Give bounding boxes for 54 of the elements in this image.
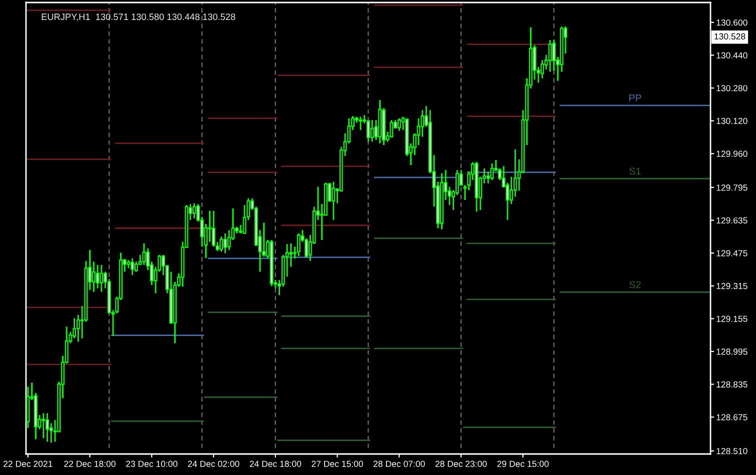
candlestick [289,242,293,268]
candlestick [46,412,49,442]
candlestick [208,210,212,242]
candlestick [42,412,46,439]
x-tick-label: 28 Dec 23:00 [435,460,487,467]
y-tick-label: 130.600 [716,19,748,26]
candlestick [134,260,138,272]
candlestick [72,318,76,340]
candlestick [142,242,146,266]
series-label: PP [629,94,642,102]
candlestick [370,119,374,142]
candlestick [486,170,490,184]
candlestick [92,260,96,293]
series-label: S1 [630,168,641,175]
candlestick [548,39,552,72]
text: EURJPY,H1 130.571 130.580 130.448 130.528 [42,14,236,22]
candlestick [192,202,196,220]
candlestick [332,181,336,221]
y-tick-label: 130.120 [716,118,748,124]
y-tick-label: 130.440 [716,52,748,58]
candlestick [490,162,494,181]
y-tick-label: 128.995 [716,348,748,355]
y-tick-label: 129.475 [716,250,748,256]
y-tick-label: 128.675 [716,414,748,420]
x-tick-label: 24 Dec 02:00 [188,460,240,467]
candlestick [296,232,300,257]
candlestick [390,119,394,138]
y-tick-label: 129.635 [716,217,748,224]
x-tick-label: 28 Dec 07:00 [374,460,425,467]
candlestick [96,264,100,290]
x-tick-label: 22 Dec 18:00 [64,460,116,467]
x-tick-label: 29 Dec 15:00 [497,460,549,467]
candlestick [212,210,216,248]
candlestick [130,258,134,276]
series-label: S2 [630,281,641,288]
y-tick-label: 129.960 [716,150,748,157]
candlestick [220,236,224,252]
candlestick [223,232,227,254]
annotation: 130.528 [714,33,746,40]
y-tick-label: 128.835 [716,381,748,388]
y-tick-label: 128.510 [716,448,748,454]
candlestick [540,59,544,80]
x-tick-label: 27 Dec 15:00 [312,460,363,467]
candlestick [100,264,104,293]
candlestick [366,119,370,142]
y-tick-label: 129.315 [716,282,748,290]
candlestick [358,116,362,131]
y-tick-label: 129.155 [716,316,748,322]
y-tick-label: 130.280 [716,85,748,92]
x-tick-label: 24 Dec 18:00 [250,460,302,467]
y-tick-label: 129.795 [716,184,748,191]
x-tick-label: 23 Dec 10:00 [126,460,178,467]
candlestick [397,118,401,132]
x-tick-label: 22 Dec 2021 [4,460,52,467]
